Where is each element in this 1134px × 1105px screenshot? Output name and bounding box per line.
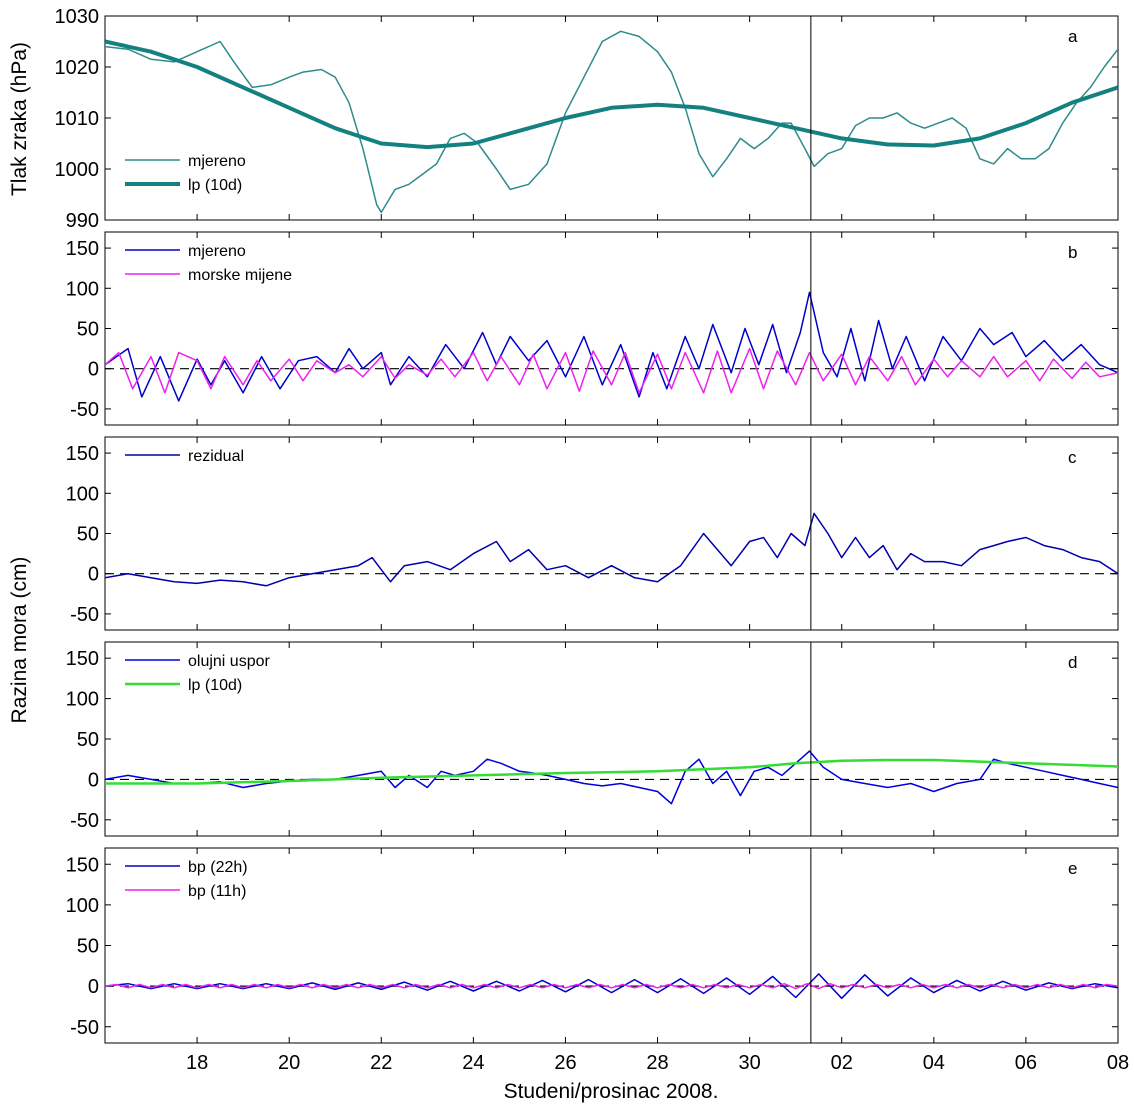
y-tick-label: 50 — [77, 936, 99, 958]
legend-entry: olujni uspor — [188, 653, 271, 670]
panel-d: -50 0 50 100 150 d olujni uspor lp (10d) — [66, 641, 1119, 837]
series-group — [105, 30, 1118, 214]
series-line-2 — [105, 758, 1118, 785]
panel-e: -50 0 50 100 150 18 20 22 24 26 28 30 02 04 06 08 e bp (2… — [66, 847, 1129, 1074]
y-tick-label: 100 — [66, 895, 99, 917]
x-axis-label: Studeni/prosinac 2008. — [504, 1080, 719, 1103]
series-group — [105, 512, 1118, 587]
y-tick-label: 1010 — [55, 108, 100, 130]
legend-entry: rezidual — [188, 448, 244, 465]
x-tick-label: 18 — [186, 1052, 208, 1074]
x-tick-label: 30 — [739, 1052, 761, 1074]
series-line-2 — [105, 39, 1118, 150]
y-tick-label: 0 — [88, 976, 99, 998]
y-tick-label: 150 — [66, 648, 99, 670]
legend-entry: mjereno — [188, 243, 246, 260]
x-tick-label: 26 — [554, 1052, 576, 1074]
y-tick-label: 1030 — [55, 6, 100, 28]
legend-entry: bp (11h) — [188, 883, 246, 900]
panel-a: 990 1000 1010 1020 1030 a mjereno lp (10d) — [55, 6, 1119, 232]
panel-label: a — [1068, 27, 1078, 46]
legend-entry: mjereno — [188, 153, 246, 170]
panel-frame — [104, 15, 1119, 221]
series-line-2 — [105, 347, 1118, 394]
x-tick-label: 04 — [923, 1052, 945, 1074]
panel-frame — [104, 641, 1119, 837]
panel-label: d — [1068, 653, 1077, 672]
legend-entry: lp (10d) — [188, 177, 242, 194]
y-tick-label: -50 — [70, 810, 99, 832]
panel-label: b — [1068, 243, 1077, 262]
y-tick-label: 100 — [66, 278, 99, 300]
panel-frame — [104, 231, 1119, 426]
y-tick-label: 50 — [77, 729, 99, 751]
y-tick-label: 150 — [66, 238, 99, 260]
y-axis-label-sea-level: Razina mora (cm) — [8, 557, 31, 724]
series-group — [105, 973, 1118, 1000]
x-tick-label: 08 — [1107, 1052, 1129, 1074]
panel-b: -50 0 50 100 150 b mjereno morske mijene — [66, 231, 1119, 426]
y-tick-label: 1000 — [55, 159, 100, 181]
panel-label: c — [1068, 448, 1077, 467]
y-tick-label: 0 — [88, 564, 99, 586]
y-tick-label: 50 — [77, 524, 99, 546]
panel-label: e — [1068, 859, 1077, 878]
series-group — [105, 750, 1118, 805]
y-tick-label: 100 — [66, 689, 99, 711]
legend-entry: bp (22h) — [188, 859, 248, 876]
y-tick-label: -50 — [70, 1017, 99, 1039]
x-tick-label: 28 — [646, 1052, 668, 1074]
x-tick-label: 06 — [1015, 1052, 1037, 1074]
series-line-1 — [105, 30, 1118, 214]
legend-entry: morske mijene — [188, 267, 292, 284]
y-tick-label: 0 — [88, 769, 99, 791]
x-tick-label: 22 — [370, 1052, 392, 1074]
panel-frame — [104, 436, 1119, 631]
panel-frame — [104, 847, 1119, 1044]
y-axis-label-pressure: Tlak zraka (hPa) — [8, 42, 31, 196]
y-tick-label: 150 — [66, 443, 99, 465]
y-tick-label: -50 — [70, 604, 99, 626]
x-tick-label: 20 — [278, 1052, 300, 1074]
series-group — [105, 291, 1118, 402]
y-tick-label: 990 — [66, 210, 99, 232]
panel-c: -50 0 50 100 150 c rezidual — [66, 436, 1119, 631]
y-tick-label: 50 — [77, 319, 99, 341]
x-tick-label: 02 — [831, 1052, 853, 1074]
series-line-2 — [105, 982, 1118, 990]
y-tick-label: 100 — [66, 483, 99, 505]
legend-entry: lp (10d) — [188, 677, 242, 694]
y-tick-label: 1020 — [55, 57, 100, 79]
x-tick-label: 24 — [462, 1052, 484, 1074]
y-tick-label: -50 — [70, 399, 99, 421]
y-tick-label: 0 — [88, 359, 99, 381]
y-tick-label: 150 — [66, 854, 99, 876]
series-line-1 — [105, 750, 1118, 805]
series-line-1 — [105, 512, 1118, 587]
series-line-1 — [105, 291, 1118, 402]
